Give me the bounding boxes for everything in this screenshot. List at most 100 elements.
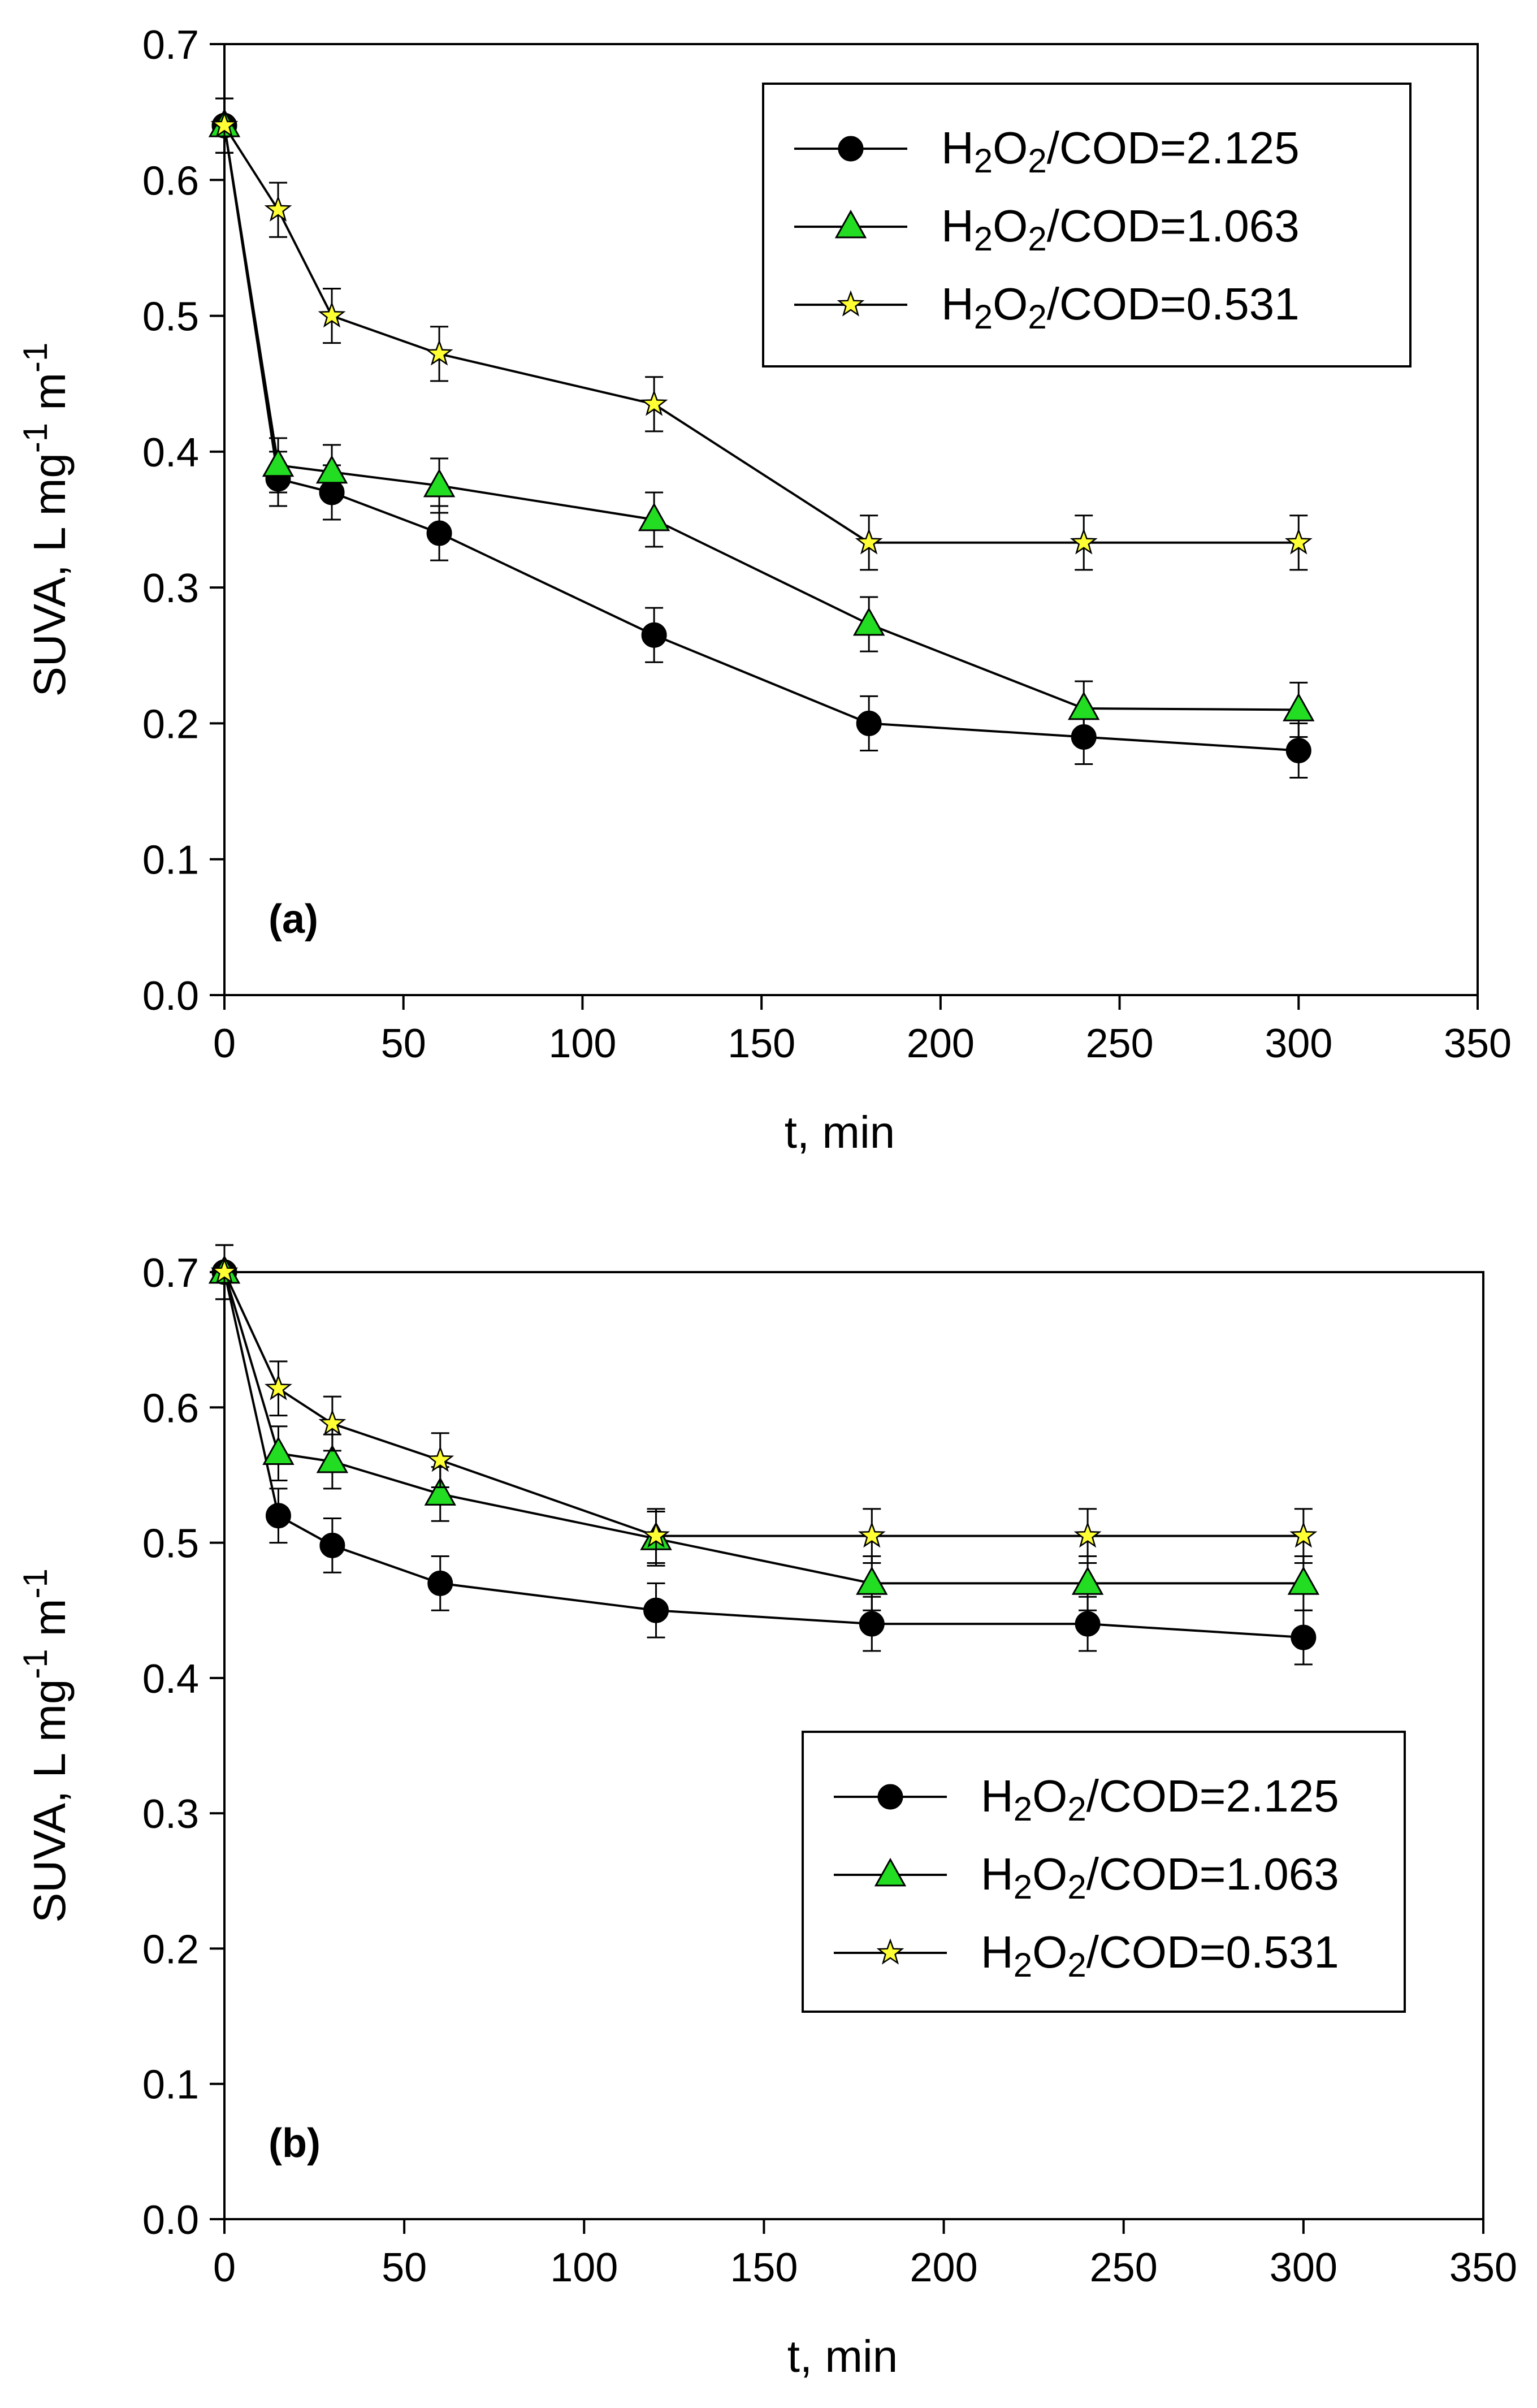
x-tick-label: 50 [382, 2245, 427, 2290]
y-tick-label: 0.3 [142, 566, 199, 611]
y-tick-label: 0.7 [142, 1251, 199, 1296]
y-tick-label: 0.2 [142, 1927, 199, 1972]
series-circle [211, 97, 1311, 779]
data-point [855, 528, 883, 555]
x-tick-label: 0 [213, 2245, 236, 2290]
data-point [264, 1374, 292, 1400]
data-point [856, 710, 882, 736]
legend-box [802, 1731, 1406, 2013]
data-point [265, 1503, 291, 1529]
data-point [1073, 1521, 1102, 1548]
data-point [264, 195, 292, 222]
data-point [1289, 1521, 1318, 1548]
x-axis-label: t, min [787, 2331, 898, 2381]
data-point [640, 390, 668, 416]
data-point [262, 1436, 295, 1465]
y-tick-label: 0.1 [142, 838, 199, 883]
series-triangle [208, 97, 1315, 738]
series-circle [211, 1244, 1317, 1666]
data-point [859, 1611, 885, 1637]
y-axis-label: SUVA, L mg-1 m-1 [16, 343, 75, 697]
data-point [315, 455, 348, 484]
data-point [642, 1521, 670, 1548]
data-point [643, 1597, 669, 1623]
data-point [1287, 1566, 1320, 1595]
x-tick-label: 150 [730, 2245, 798, 2290]
legend-marker [834, 209, 867, 239]
data-point [638, 502, 670, 531]
x-axis-label: t, min [785, 1107, 895, 1157]
x-tick-label: 0 [213, 1021, 236, 1066]
data-point [641, 622, 667, 648]
data-point [856, 1566, 888, 1595]
y-tick-label: 0.6 [142, 1386, 199, 1431]
x-tick-label: 200 [907, 1021, 975, 1066]
data-point [1284, 528, 1313, 555]
data-point [210, 111, 239, 137]
legend: H2O2/COD=2.125 H2O2/COD=1.063 H2O2/COD=0.5… [762, 83, 1412, 368]
legend-label: H2O2/COD=2.125 [941, 123, 1300, 180]
series-line [223, 1272, 1304, 1537]
legend-marker [837, 290, 865, 317]
data-point [426, 520, 452, 546]
data-point [1071, 1566, 1104, 1595]
series-line [223, 125, 1299, 544]
series-star [210, 1244, 1318, 1564]
y-tick-label: 0.4 [142, 1657, 199, 1702]
x-tick-label: 150 [728, 1021, 795, 1066]
y-tick-label: 0.4 [142, 430, 199, 475]
legend-marker [838, 136, 864, 162]
data-point [426, 1445, 454, 1472]
plot-frame [223, 1271, 1484, 2220]
legend-label: H2O2/COD=0.531 [981, 1927, 1339, 1984]
legend-marker [874, 1857, 907, 1887]
x-tick-label: 300 [1265, 1021, 1332, 1066]
legend-label: H2O2/COD=1.063 [941, 201, 1300, 258]
y-tick-label: 0.3 [142, 1792, 199, 1837]
y-tick-label: 0.7 [142, 23, 199, 68]
data-point [319, 1532, 345, 1558]
data-point [858, 1521, 886, 1548]
legend-box [762, 83, 1412, 368]
x-tick-label: 300 [1270, 2245, 1337, 2290]
x-tick-label: 250 [1090, 2245, 1158, 2290]
data-point [318, 301, 346, 328]
legend-label: H2O2/COD=2.125 [981, 1771, 1339, 1828]
data-point [1075, 1611, 1101, 1637]
data-point [1283, 693, 1315, 721]
x-tick-label: 350 [1444, 1021, 1512, 1066]
chart-panel-2: 0 50 100 150 200 250 300 350 0.0 0.1 0.2 0.3 0.4 0.5 0… [16, 1244, 1517, 2381]
data-point [425, 339, 453, 366]
x-tick-label: 250 [1086, 1021, 1154, 1066]
y-tick-label: 0.0 [142, 974, 199, 1019]
y-tick-label: 0.2 [142, 702, 199, 747]
legend-marker [876, 1938, 904, 1965]
x-tick-label: 50 [381, 1021, 426, 1066]
x-tick-label: 100 [548, 1021, 616, 1066]
panel-label: (a) [269, 897, 318, 942]
plot-frame [223, 43, 1479, 996]
panel-label: (b) [269, 2121, 321, 2166]
legend-label: H2O2/COD=0.531 [941, 279, 1300, 336]
y-tick-label: 0.0 [142, 2198, 199, 2243]
x-tick-label: 350 [1449, 2245, 1517, 2290]
data-point [316, 1444, 349, 1473]
legend-label: H2O2/COD=1.063 [981, 1849, 1339, 1906]
y-tick-label: 0.6 [142, 158, 199, 204]
data-point [427, 1570, 453, 1596]
data-point [852, 607, 885, 636]
data-point [424, 1477, 456, 1506]
data-point [1285, 737, 1311, 763]
legend-marker [877, 1784, 903, 1810]
x-tick-label: 200 [910, 2245, 978, 2290]
data-point [262, 448, 295, 477]
series-star [210, 97, 1313, 571]
data-point [1070, 528, 1098, 555]
data-point [1291, 1624, 1317, 1650]
legend: H2O2/COD=2.125 H2O2/COD=1.063 H2O2/COD=0.5… [802, 1731, 1406, 2013]
data-point [1068, 691, 1100, 720]
y-tick-label: 0.5 [142, 1521, 199, 1567]
data-point [318, 1409, 347, 1436]
data-point [210, 1257, 239, 1284]
